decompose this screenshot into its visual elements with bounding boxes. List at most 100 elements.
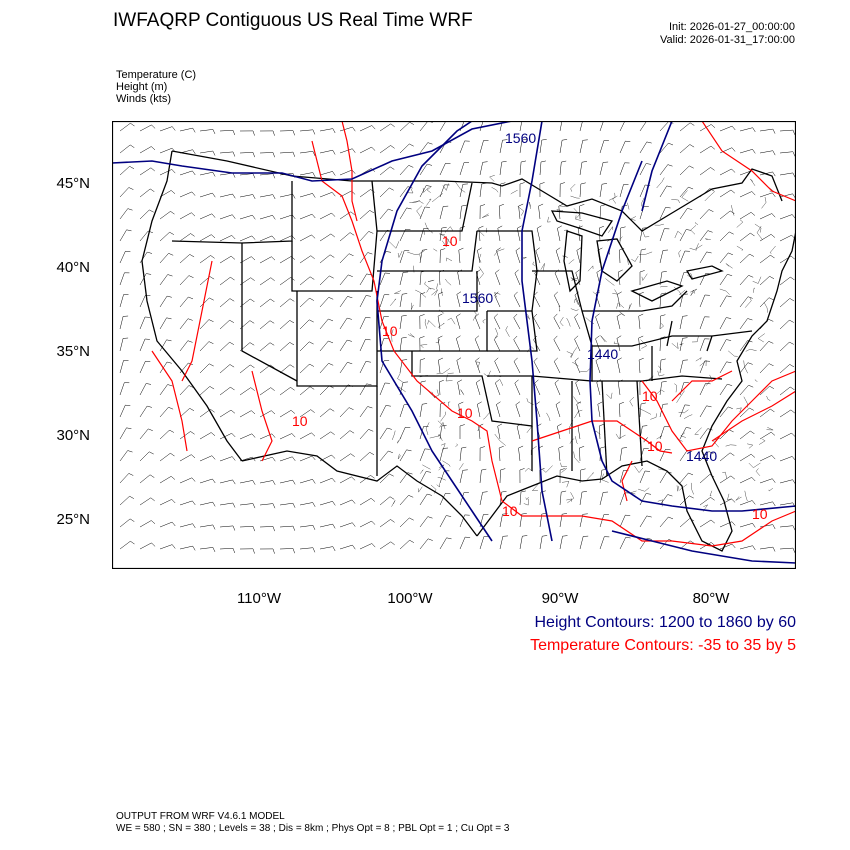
wind-barb bbox=[359, 543, 372, 550]
wind-barb bbox=[379, 496, 391, 506]
wind-barb bbox=[495, 382, 501, 396]
county-line bbox=[397, 453, 401, 460]
temp-label-1: 10 bbox=[442, 233, 458, 249]
wind-barb bbox=[514, 273, 521, 286]
wind-barb-flag bbox=[772, 128, 776, 134]
wind-barb-flag bbox=[371, 520, 376, 525]
wind-barb-flag bbox=[385, 405, 391, 407]
wind-barb bbox=[779, 386, 791, 396]
wind-barb bbox=[719, 339, 727, 352]
wind-barb bbox=[459, 470, 464, 484]
wind-barb-flag bbox=[616, 335, 622, 339]
wind-barb-flag bbox=[269, 342, 275, 346]
variable-height-label: Height (m) bbox=[116, 81, 168, 93]
county-line bbox=[612, 195, 618, 204]
wind-barb bbox=[279, 277, 291, 286]
wind-barb-flag bbox=[229, 298, 235, 302]
wind-barb-flag bbox=[332, 128, 336, 134]
wind-barb-flag bbox=[348, 407, 354, 410]
wind-barb-flag bbox=[789, 341, 794, 345]
wind-barb-flag bbox=[707, 230, 713, 233]
wind-barb bbox=[399, 540, 410, 550]
wind-barb-flag bbox=[332, 150, 336, 155]
wind-barb-flag bbox=[513, 357, 518, 362]
wind-barb-flag bbox=[660, 292, 666, 295]
wind-barb bbox=[659, 185, 668, 198]
county-line bbox=[641, 273, 648, 281]
county-line bbox=[613, 341, 620, 345]
wind-barb bbox=[739, 500, 753, 506]
wind-barb-flag bbox=[232, 525, 236, 531]
wind-barb-flag bbox=[427, 142, 433, 145]
wind-barb-flag bbox=[502, 513, 508, 515]
contour-labels: 1560 1560 1440 1440 10 10 10 10 10 10 10… bbox=[292, 130, 768, 522]
wind-barb-flag bbox=[127, 450, 133, 453]
wind-barb-flag bbox=[558, 445, 564, 449]
wind-barb bbox=[139, 251, 148, 264]
county-line bbox=[445, 278, 452, 286]
wind-barb bbox=[595, 360, 601, 374]
wind-barb bbox=[179, 191, 192, 198]
wind-barb bbox=[359, 273, 367, 286]
county-line bbox=[394, 290, 402, 294]
wind-barb-flag bbox=[474, 335, 480, 340]
wind-barb bbox=[299, 525, 313, 528]
wind-barb-flag bbox=[331, 192, 336, 197]
wind-barb-flag bbox=[272, 215, 276, 220]
wind-barb bbox=[339, 499, 353, 506]
wind-barb-flag bbox=[542, 535, 548, 537]
wind-barb bbox=[119, 360, 124, 374]
county-line bbox=[478, 266, 484, 279]
county-line bbox=[736, 219, 744, 228]
wind-barb-flag bbox=[212, 192, 216, 198]
wind-barb bbox=[199, 129, 213, 132]
wind-barb bbox=[759, 431, 772, 440]
wind-barb-flag bbox=[752, 127, 756, 133]
county-line bbox=[426, 198, 432, 206]
wind-barb-flag bbox=[292, 194, 296, 199]
wind-barb bbox=[319, 477, 333, 484]
lon-label-110w: 110°W bbox=[236, 590, 282, 607]
wind-barb bbox=[219, 525, 234, 528]
wind-barb bbox=[739, 362, 749, 374]
wind-barb-flag bbox=[292, 526, 296, 531]
height-contours bbox=[112, 121, 796, 564]
wind-barb bbox=[679, 186, 689, 198]
county-line bbox=[683, 414, 693, 419]
wind-barb-flag bbox=[251, 433, 256, 438]
wind-barb bbox=[139, 428, 149, 440]
wind-barb-flag bbox=[232, 214, 236, 219]
wind-barb bbox=[119, 123, 131, 132]
wind-barb bbox=[779, 298, 790, 308]
county-line bbox=[748, 462, 761, 468]
county-line bbox=[754, 379, 758, 383]
wind-barb-flag bbox=[772, 192, 776, 197]
wind-barb bbox=[419, 142, 428, 154]
county-line bbox=[766, 395, 771, 401]
wind-barb-flag bbox=[706, 405, 712, 408]
wind-barb bbox=[439, 448, 444, 462]
wind-barb-flag bbox=[211, 234, 216, 239]
wind-barb bbox=[419, 121, 429, 132]
wind-barb-flag bbox=[555, 401, 561, 405]
wind-barb-flag bbox=[409, 539, 415, 543]
wind-barb bbox=[219, 298, 231, 308]
wind-barb-flag bbox=[351, 499, 356, 504]
wind-barb bbox=[479, 121, 484, 132]
wind-barb-flag bbox=[129, 495, 135, 499]
wind-barb bbox=[759, 546, 773, 550]
wind-barb bbox=[496, 404, 501, 418]
wind-barb bbox=[199, 455, 213, 462]
wind-barb bbox=[619, 162, 625, 176]
county-line bbox=[408, 333, 415, 338]
wind-barb-flag bbox=[645, 184, 651, 186]
wind-barb bbox=[699, 497, 711, 506]
wind-barb bbox=[119, 316, 124, 330]
wind-barb-flag bbox=[310, 255, 315, 259]
wind-barb bbox=[779, 234, 792, 242]
wind-barb bbox=[199, 319, 210, 330]
wind-barb bbox=[419, 471, 427, 484]
wind-barb-flag bbox=[252, 480, 256, 485]
county-line bbox=[522, 257, 527, 260]
wind-barb bbox=[359, 520, 372, 528]
